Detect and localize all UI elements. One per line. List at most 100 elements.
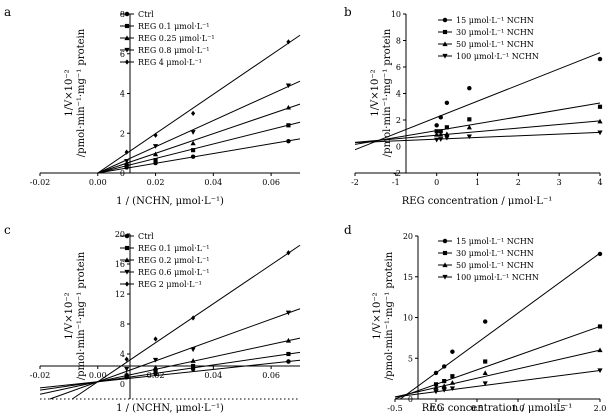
x-tick-label: 0.06 [262,178,280,187]
data-point-c-3 [191,347,196,352]
x-tick-label: -1 [392,178,400,187]
y-tick-label: 2 [396,116,401,125]
y-label-line2: /pmol·min⁻¹·mg⁻¹ protein [76,28,87,157]
y-tick-label: 10 [403,314,413,323]
legend-marker [125,246,129,250]
data-point-a-1 [286,123,290,127]
data-point-b-2 [444,131,449,136]
legend-marker [125,234,129,238]
legend-label: REG 0.1 μmol·L⁻¹ [138,22,210,31]
y-tick-label: 4 [120,350,125,359]
y-zero-label: 0 [408,395,413,404]
y-tick-label: 4 [120,90,125,99]
data-point-d-2 [483,370,488,375]
panel-label-a: a [4,5,11,19]
y-tick-label: 5 [408,354,413,363]
legend-b: 15 μmol·L⁻¹ NCHN30 μmol·L⁻¹ NCHN50 μmol·… [438,16,539,61]
x-tick-label: 0.02 [147,178,165,187]
data-point-a-4 [153,133,157,138]
legend-label: REG 0.6 μmol·L⁻¹ [138,268,210,277]
legend-c: CtrlREG 0.1 μmol·L⁻¹REG 0.2 μmol·L⁻¹REG … [120,232,210,289]
y-axis-label-a: 1/V×10⁻²/pmol·min⁻¹·mg⁻¹ protein [64,28,87,157]
legend-label: REG 0.1 μmol·L⁻¹ [138,244,210,253]
y-zero-label: 0 [120,380,125,389]
y-tick-label: 10 [391,10,401,19]
data-point-c-1 [286,352,290,356]
y-tick-label: 2 [120,129,125,138]
legend-label: REG 4 μmol·L⁻¹ [138,58,202,67]
x-tick-label: 4 [597,178,602,187]
data-point-a-1 [153,158,157,162]
x-axis-label-c: 1 / (NCHN, μmol·L⁻¹) [116,403,224,414]
data-point-b-0 [445,101,449,105]
data-point-b-0 [439,115,443,119]
data-point-d-0 [434,371,438,375]
data-point-a-3 [191,130,196,135]
y-label-line1: 1/V×10⁻² [370,69,381,116]
data-point-c-3 [286,311,291,316]
data-point-c-0 [286,359,290,363]
x-tick-label: 0.04 [204,178,222,187]
data-point-c-4 [153,336,157,341]
data-point-a-0 [286,139,290,143]
fit-line-a-2 [98,104,300,173]
legend-marker [125,281,129,286]
legend-marker [125,12,129,16]
x-tick-label: 3 [557,178,562,187]
data-point-b-0 [434,123,438,127]
y-tick-label: -2 [393,169,401,178]
panel-a: a-0.020.000.020.040.0624680CtrlREG 0.1 μ… [4,5,300,207]
legend-label: REG 0.8 μmol·L⁻¹ [138,46,210,55]
legend-marker [125,24,129,28]
legend-label: 30 μmol·L⁻¹ NCHN [456,28,534,37]
fit-line-c-3 [50,309,300,399]
y-tick-label: 20 [115,230,125,239]
legend-marker [443,251,447,255]
y-tick-label: 8 [396,37,401,46]
legend-label: Ctrl [138,232,154,241]
y-axis-label-d: 1/V×10⁻²/pmol·min⁻¹·mg⁻¹ protein [372,251,395,380]
data-point-a-4 [191,111,195,116]
data-point-d-0 [598,252,602,256]
x-tick-label: 0 [434,178,439,187]
data-point-b-1 [598,105,602,109]
data-point-d-1 [483,359,487,363]
data-point-d-2 [450,380,455,385]
data-point-c-1 [191,364,195,368]
data-point-d-0 [442,364,446,368]
y-axis-label-c: 1/V×10⁻²/pmol·min⁻¹·mg⁻¹ protein [64,251,87,380]
panel-label-c: c [4,223,11,237]
x-tick-label: 2.0 [594,404,607,413]
legend-label: 15 μmol·L⁻¹ NCHN [456,16,534,25]
legend-d: 15 μmol·L⁻¹ NCHN30 μmol·L⁻¹ NCHN50 μmol·… [438,237,539,282]
y-zero-label: 0 [120,169,125,178]
data-point-a-1 [191,148,195,152]
y-label-line1: 1/V×10⁻² [64,292,75,339]
legend-label: 100 μmol·L⁻¹ NCHN [456,273,539,282]
data-point-d-0 [450,350,454,354]
legend-label: REG 2 μmol·L⁻¹ [138,280,202,289]
data-point-b-0 [598,57,602,61]
data-point-b-1 [467,117,471,121]
data-point-b-3 [467,134,472,139]
legend-label: 100 μmol·L⁻¹ NCHN [456,52,539,61]
x-axis-label-b: REG concentration / μmol·L⁻¹ [402,196,553,207]
y-axis-label-b: 1/V×10⁻²/pmol·min⁻¹·mg⁻¹ protein [370,28,393,157]
legend-marker [443,239,447,243]
figure: a-0.020.000.020.040.0624680CtrlREG 0.1 μ… [0,0,610,417]
x-tick-label: -2 [351,178,359,187]
data-point-d-1 [442,379,446,383]
panel-label-d: d [344,223,352,237]
x-tick-label: 0.00 [89,371,107,380]
y-tick-label: 8 [120,320,125,329]
y-label-line2: /pmol·min⁻¹·mg⁻¹ protein [76,251,87,380]
fit-line-d-2 [395,350,600,397]
data-point-d-1 [598,324,602,328]
x-tick-label: 1 [475,178,480,187]
y-label-line1: 1/V×10⁻² [64,69,75,116]
y-tick-label: 15 [403,273,413,282]
data-point-b-1 [445,125,449,129]
panel-d: d-0.5 0.0 0.5 1.0 1.5 2.05101520015 μmol·L⁻¹ … [344,223,606,414]
